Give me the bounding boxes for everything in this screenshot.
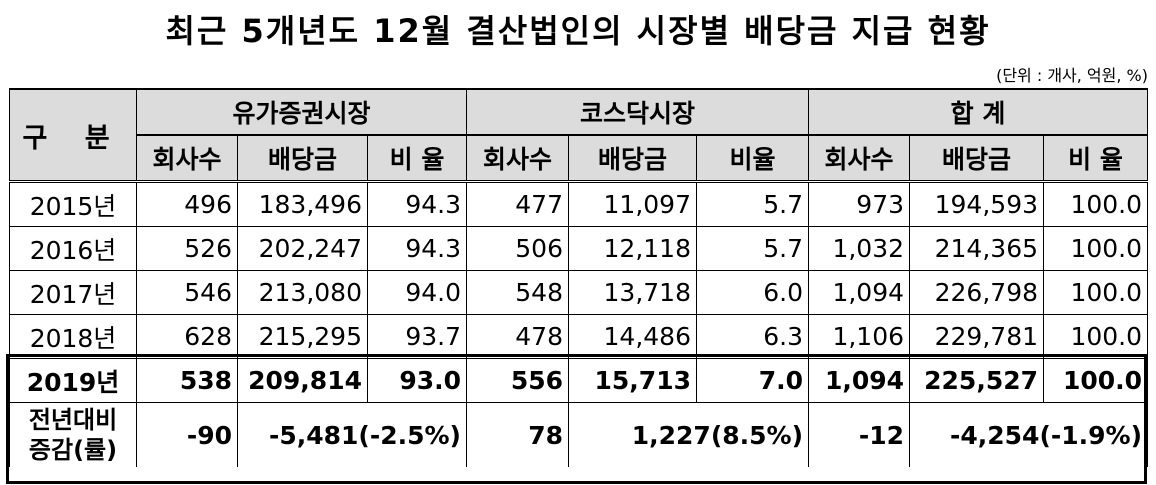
row-year: 2015년 (9, 181, 137, 227)
header-group-kosdaq: 코스닥시장 (465, 89, 810, 135)
table-cell: 1,106 (808, 314, 911, 359)
header-group-total: 합 계 (808, 89, 1149, 135)
table-cell: 93.0 (367, 358, 467, 403)
table-cell: 6.0 (695, 270, 810, 315)
diff-total-count: -12 (808, 402, 911, 467)
table-row: 2015년 496 183,496 94.3 477 11,097 5.7 97… (9, 181, 1149, 227)
table-cell: 11,097 (568, 181, 697, 227)
table-cell: 1,094 (808, 270, 911, 315)
table-row: 2016년 526 202,247 94.3 506 12,118 5.7 1,… (9, 226, 1149, 271)
header-row-columns: 회사수 배당금 비 율 회사수 배당금 비율 회사수 배당금 비 율 (9, 134, 1149, 182)
table-cell: 100.0 (1043, 270, 1149, 315)
table-cell: 13,718 (568, 270, 697, 315)
header-col: 비 율 (367, 134, 467, 182)
row-year: 2018년 (9, 314, 137, 359)
table-cell: 478 (466, 314, 569, 359)
diff-label: 전년대비 증감(률) (9, 402, 137, 467)
header-row-groups: 구 분 유가증권시장 코스닥시장 합 계 (9, 89, 1149, 182)
row-year: 2017년 (9, 270, 137, 315)
table-cell: 183,496 (237, 181, 368, 227)
table-cell: 202,247 (237, 226, 368, 271)
table-cell: 7.0 (695, 358, 810, 403)
table-cell: 93.7 (367, 314, 467, 359)
row-year: 2019년 (9, 358, 137, 403)
table-cell: 229,781 (909, 314, 1045, 359)
table-cell: 100.0 (1043, 226, 1149, 271)
header-gubun: 구 분 (9, 89, 137, 182)
table-cell: 215,295 (237, 314, 368, 359)
header-col: 회사수 (136, 134, 238, 182)
table-cell: 213,080 (237, 270, 368, 315)
header-col: 배당금 (568, 134, 697, 182)
header-col: 비 율 (1043, 134, 1149, 182)
table-cell: 209,814 (237, 358, 368, 403)
row-year: 2016년 (9, 226, 137, 271)
table-cell: 5.7 (695, 181, 810, 227)
table-cell: 100.0 (1043, 314, 1149, 359)
table-cell: 1,094 (808, 358, 911, 403)
table-cell: 477 (466, 181, 569, 227)
header-col: 회사수 (466, 134, 569, 182)
table-cell: 14,486 (568, 314, 697, 359)
table-cell: 94.3 (367, 181, 467, 227)
table-cell: 546 (136, 270, 238, 315)
table-cell: 5.7 (695, 226, 810, 271)
diff-kosdaq-amount: 1,227(8.5%) (567, 402, 810, 467)
table-cell: 94.3 (367, 226, 467, 271)
table-cell: 628 (136, 314, 238, 359)
table-row-highlight: 2019년 538 209,814 93.0 556 15,713 7.0 1,… (9, 358, 1149, 403)
header-col: 배당금 (909, 134, 1045, 182)
header-col: 비율 (695, 134, 810, 182)
table-cell: 194,593 (909, 181, 1045, 227)
diff-label-line2: 증감(률) (28, 436, 118, 464)
table-cell: 12,118 (568, 226, 697, 271)
header-group-kospi: 유가증권시장 (136, 89, 467, 135)
diff-total-amount: -4,254(-1.9%) (909, 402, 1149, 467)
table-cell: 94.0 (367, 270, 467, 315)
table-cell: 973 (808, 181, 911, 227)
header-col: 배당금 (237, 134, 368, 182)
table-cell: 556 (466, 358, 569, 403)
table-cell: 538 (136, 358, 238, 403)
diff-label-line1: 전년대비 (28, 406, 118, 434)
table-cell: 100.0 (1043, 358, 1149, 403)
dividend-table: 구 분 유가증권시장 코스닥시장 합 계 회사수 배당금 비 율 회사수 배당금… (9, 88, 1149, 467)
table-cell: 548 (466, 270, 569, 315)
table-cell: 1,032 (808, 226, 911, 271)
unit-note: (단위 : 개사, 억원, %) (996, 66, 1148, 85)
table-cell: 100.0 (1043, 181, 1149, 227)
page-title: 최근 5개년도 12월 결산법인의 시장별 배당금 지급 현황 (165, 12, 991, 50)
table-cell: 526 (136, 226, 238, 271)
table-row: 2018년 628 215,295 93.7 478 14,486 6.3 1,… (9, 314, 1149, 359)
table-cell: 6.3 (695, 314, 810, 359)
table-cell: 506 (466, 226, 569, 271)
table-cell: 496 (136, 181, 238, 227)
table-row: 2017년 546 213,080 94.0 548 13,718 6.0 1,… (9, 270, 1149, 315)
diff-kospi-count: -90 (136, 402, 238, 467)
table-cell: 225,527 (909, 358, 1045, 403)
table-cell: 214,365 (909, 226, 1045, 271)
table-cell: 15,713 (568, 358, 697, 403)
header-col: 회사수 (808, 134, 911, 182)
diff-kosdaq-count: 78 (466, 402, 569, 467)
diff-kospi-amount: -5,481(-2.5%) (237, 402, 467, 467)
table-cell: 226,798 (909, 270, 1045, 315)
table-row-diff: 전년대비 증감(률) -90 -5,481(-2.5%) 78 1,227(8.… (9, 402, 1149, 467)
